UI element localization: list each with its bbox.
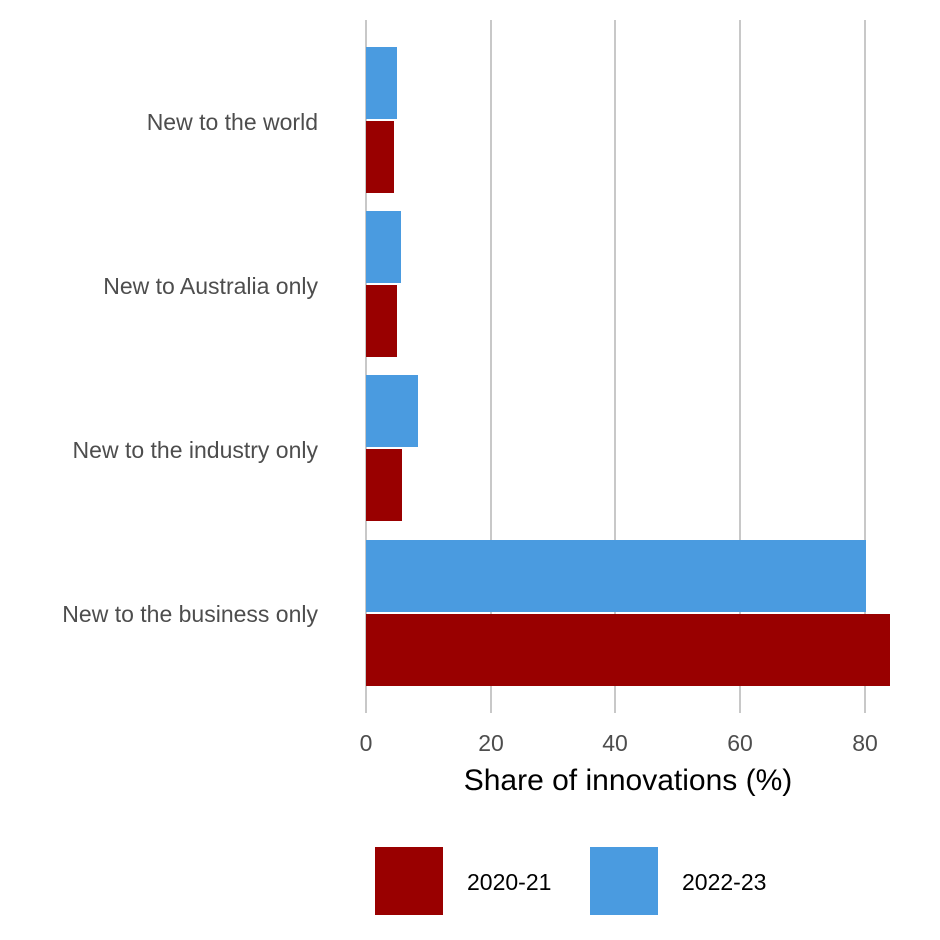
- bar-2020-21: [366, 121, 395, 193]
- category-label: New to the industry only: [72, 437, 318, 463]
- bar-2020-21: [366, 614, 890, 686]
- gridline-20: [490, 20, 492, 713]
- x-tick: 0: [359, 730, 373, 756]
- gridline-80: [864, 20, 866, 713]
- bar-2020-21: [366, 449, 403, 521]
- bar-2022-23: [366, 375, 418, 447]
- gridline-0: [365, 20, 367, 713]
- bar-2022-23: [366, 47, 398, 119]
- x-tick: 20: [478, 730, 504, 756]
- legend-swatch-2022-23: [590, 847, 658, 915]
- legend-label: 2020-21: [467, 869, 552, 895]
- x-tick: 40: [602, 730, 628, 756]
- gridline-60: [739, 20, 741, 713]
- bar-2020-21: [366, 285, 398, 357]
- category-label: New to the world: [146, 109, 318, 135]
- category-label: New to Australia only: [103, 273, 318, 299]
- bar-2022-23: [366, 211, 401, 283]
- x-tick: 80: [852, 730, 878, 756]
- legend-swatch-2020-21: [375, 847, 443, 915]
- bar-2022-23: [366, 540, 867, 612]
- x-axis-title: Share of innovations (%): [463, 764, 793, 797]
- gridline-40: [614, 20, 616, 713]
- category-label: New to the business only: [62, 601, 318, 627]
- x-tick: 60: [727, 730, 753, 756]
- legend-label: 2022-23: [682, 869, 767, 895]
